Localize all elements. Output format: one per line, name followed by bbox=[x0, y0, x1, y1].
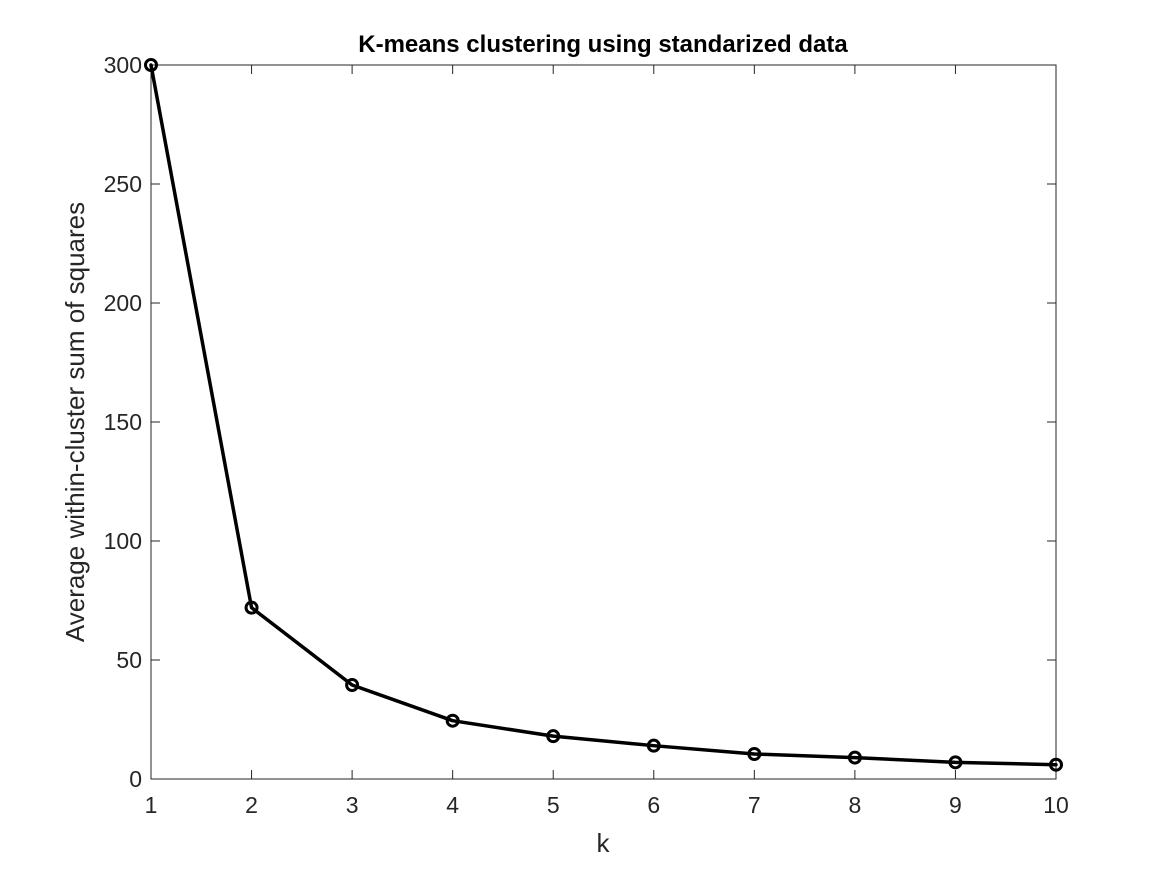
x-axis-label: k bbox=[597, 828, 611, 858]
data-point bbox=[546, 729, 561, 744]
y-tick-label: 250 bbox=[104, 171, 142, 197]
y-tick-label: 150 bbox=[104, 409, 142, 435]
data-point bbox=[345, 677, 360, 692]
data-point bbox=[646, 738, 661, 753]
data-point bbox=[847, 750, 862, 765]
x-tick-label: 4 bbox=[446, 792, 459, 818]
y-tick-label: 50 bbox=[116, 647, 142, 673]
x-tick-label: 6 bbox=[647, 792, 660, 818]
plot-area bbox=[150, 64, 1057, 780]
y-tick-label: 100 bbox=[104, 528, 142, 554]
x-tick-label: 7 bbox=[748, 792, 761, 818]
x-ticks: 1 2 3 4 5 6 7 8 9 10 bbox=[145, 65, 1069, 818]
x-tick-label: 10 bbox=[1043, 792, 1069, 818]
x-tick-label: 3 bbox=[346, 792, 359, 818]
y-tick-label: 200 bbox=[104, 290, 142, 316]
data-point bbox=[747, 747, 762, 762]
data-point bbox=[445, 713, 460, 728]
series-group bbox=[144, 58, 1063, 772]
y-axis-label: Average within-cluster sum of squares bbox=[60, 202, 90, 642]
y-ticks: 0 50 100 150 200 250 300 bbox=[104, 52, 1056, 792]
x-tick-label: 5 bbox=[547, 792, 560, 818]
series-line bbox=[149, 63, 1058, 767]
x-tick-label: 9 bbox=[949, 792, 962, 818]
data-point bbox=[948, 755, 963, 770]
y-tick-label: 0 bbox=[129, 766, 142, 792]
y-tick-label: 300 bbox=[104, 52, 142, 78]
data-point bbox=[244, 600, 259, 615]
x-tick-label: 1 bbox=[145, 792, 158, 818]
x-tick-label: 2 bbox=[245, 792, 258, 818]
data-point bbox=[144, 58, 158, 72]
data-point bbox=[1049, 757, 1063, 772]
chart-title: K-means clustering using standarized dat… bbox=[358, 31, 848, 58]
x-tick-label: 8 bbox=[848, 792, 861, 818]
